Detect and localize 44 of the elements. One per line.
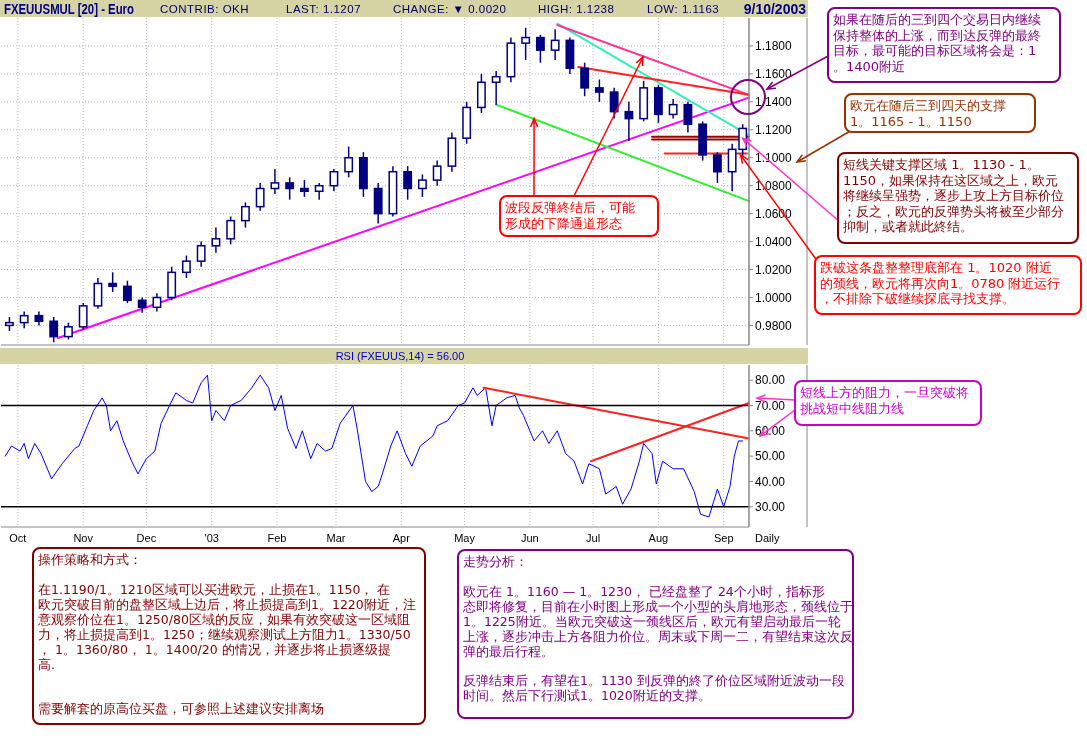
y-tick-label: 1.0000 — [755, 290, 793, 305]
y-tick-label: 30.00 — [755, 499, 786, 514]
text: 走势分析： — [463, 553, 528, 569]
text: 欧元在随后三到四天的支撑 1。1165 - 1。1150 — [850, 98, 1006, 129]
y-tick-label: 0.9800 — [755, 318, 793, 333]
y-tick-label: 40.00 — [755, 474, 786, 489]
text: 在1.1190/1。1210区域可以买进欧元，止损在1。1150， 在欧元突破目前的盘整区域上边后，将止损提高到1。1220附近，注意观察价位在1。1250/80区域的反应，如果有效突破这一区域阻力，将止损提高到1。1250；继续观察测试上方阻力1。1330/50， 1。1360/80， 1。1400/20 的情况，并逐步将止损逐级提高. — [37, 581, 416, 672]
x-tick-label: Jul — [586, 532, 601, 544]
text: 操作策略和方式： — [38, 551, 142, 567]
x-tick-label: Apr — [392, 532, 411, 544]
text: CONTRIB: OKH — [160, 3, 250, 15]
text: 如果在随后的三到四个交易日内继续保持整体的上涨，而到达反弹的最終目标，最可能的目标区域将会是：1。1400附近 — [833, 12, 1041, 74]
y-tick-label: 50.00 — [755, 449, 786, 464]
y-tick-label: 1.1600 — [755, 67, 793, 82]
annotation: 跌破这条盘整整理底部在 1。1020 附近的颈线，欧元将再次向1。0780 附近运行，不排除下破继续探底寻找支撑。 — [820, 260, 1061, 307]
x-tick-label: Feb — [267, 532, 287, 544]
text: 需要解套的原高位买盘，可参照上述建议安排离场 — [38, 700, 324, 716]
text: CHANGE: ▼ 0.0020 — [393, 3, 507, 15]
text: 反弹结束后，有望在1。1130 到反弹的終了价位区域附近波动一段时间。然后下行测试1。1020附近的支撑。 — [463, 672, 845, 703]
y-tick-label: 1.0200 — [755, 262, 793, 277]
x-tick-label: Oct — [9, 532, 27, 544]
text: LOW: 1.1163 — [647, 3, 720, 15]
x-tick-label: Dec — [136, 532, 157, 544]
text: 欧元在 1。1160 — 1。1230， 已经盘整了 24个小时，指标形态即将修复，目前在小时图上形成一个小型的头肩地形态，颈线位于1。1225附近。当欧元突破这一颈线区后，欧元有望启动最后一轮上涨，逐步冲击上方各阻力价位。周末或下周一二，有望结束这次反弹的最后行程。 — [462, 583, 853, 659]
annotation: 波段反弹終结后，可能形成的下降通道形态 — [505, 200, 635, 231]
x-tick-label: Jun — [520, 532, 539, 544]
text: HIGH: 1.1238 — [538, 3, 615, 15]
chart-title: RSI (FXEUUS,14) = 56.00 — [335, 350, 465, 362]
y-tick-label: 1.1200 — [755, 122, 793, 137]
x-tick-label: Nov — [73, 532, 94, 544]
x-tick-label: Aug — [648, 532, 669, 544]
x-tick-label: Sep — [713, 532, 734, 544]
x-tick-label: '03 — [204, 532, 219, 544]
x-tick-label: May — [454, 532, 476, 544]
y-tick-label: 80.00 — [755, 373, 786, 388]
x-tick-label: Mar — [326, 532, 346, 544]
annotation: 短线关键支撑区域 1。1130 - 1。1150，如果保持在这区域之上，欧元将继续呈强势，逐步上攻上方目标价位；反之，欧元的反弹势头将被至少部分抑制，或者就此終结。 — [842, 157, 1064, 235]
text: 短线上方的阻力，一旦突破将挑战短中线阻力线 — [800, 385, 969, 416]
y-tick-label: 70.00 — [755, 398, 786, 413]
y-tick-label: 1.1800 — [755, 39, 793, 54]
y-tick-label: 1.0400 — [755, 234, 793, 249]
x-axis-title: Daily — [755, 532, 780, 544]
text: 9/10/2003 — [743, 1, 807, 17]
text: LAST: 1.1207 — [286, 3, 362, 15]
